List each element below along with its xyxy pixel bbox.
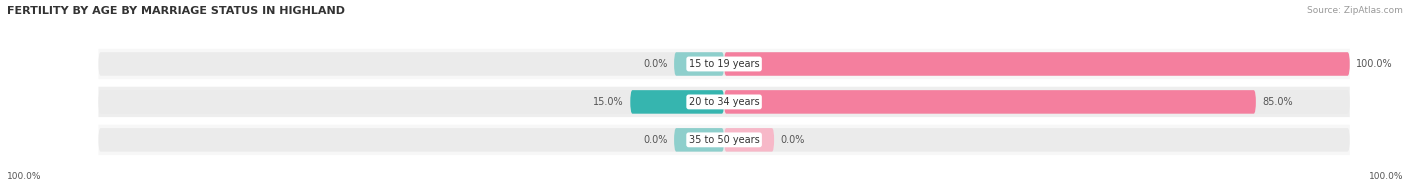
- FancyBboxPatch shape: [630, 90, 724, 114]
- Text: 15.0%: 15.0%: [593, 97, 624, 107]
- Text: 100.0%: 100.0%: [1368, 172, 1403, 181]
- Text: 15 to 19 years: 15 to 19 years: [689, 59, 759, 69]
- Text: 0.0%: 0.0%: [780, 135, 804, 145]
- FancyBboxPatch shape: [98, 90, 1350, 114]
- Text: FERTILITY BY AGE BY MARRIAGE STATUS IN HIGHLAND: FERTILITY BY AGE BY MARRIAGE STATUS IN H…: [7, 6, 344, 16]
- Text: 20 to 34 years: 20 to 34 years: [689, 97, 759, 107]
- FancyBboxPatch shape: [98, 125, 1350, 155]
- Text: 35 to 50 years: 35 to 50 years: [689, 135, 759, 145]
- Text: 85.0%: 85.0%: [1263, 97, 1292, 107]
- Text: 100.0%: 100.0%: [7, 172, 42, 181]
- FancyBboxPatch shape: [673, 128, 724, 152]
- FancyBboxPatch shape: [98, 49, 1350, 79]
- Text: Source: ZipAtlas.com: Source: ZipAtlas.com: [1308, 6, 1403, 15]
- FancyBboxPatch shape: [724, 90, 1256, 114]
- FancyBboxPatch shape: [98, 52, 1350, 76]
- Text: 0.0%: 0.0%: [644, 59, 668, 69]
- FancyBboxPatch shape: [724, 128, 775, 152]
- FancyBboxPatch shape: [98, 87, 1350, 117]
- FancyBboxPatch shape: [724, 52, 1350, 76]
- FancyBboxPatch shape: [673, 52, 724, 76]
- FancyBboxPatch shape: [98, 128, 1350, 152]
- Text: 0.0%: 0.0%: [644, 135, 668, 145]
- Text: 100.0%: 100.0%: [1355, 59, 1392, 69]
